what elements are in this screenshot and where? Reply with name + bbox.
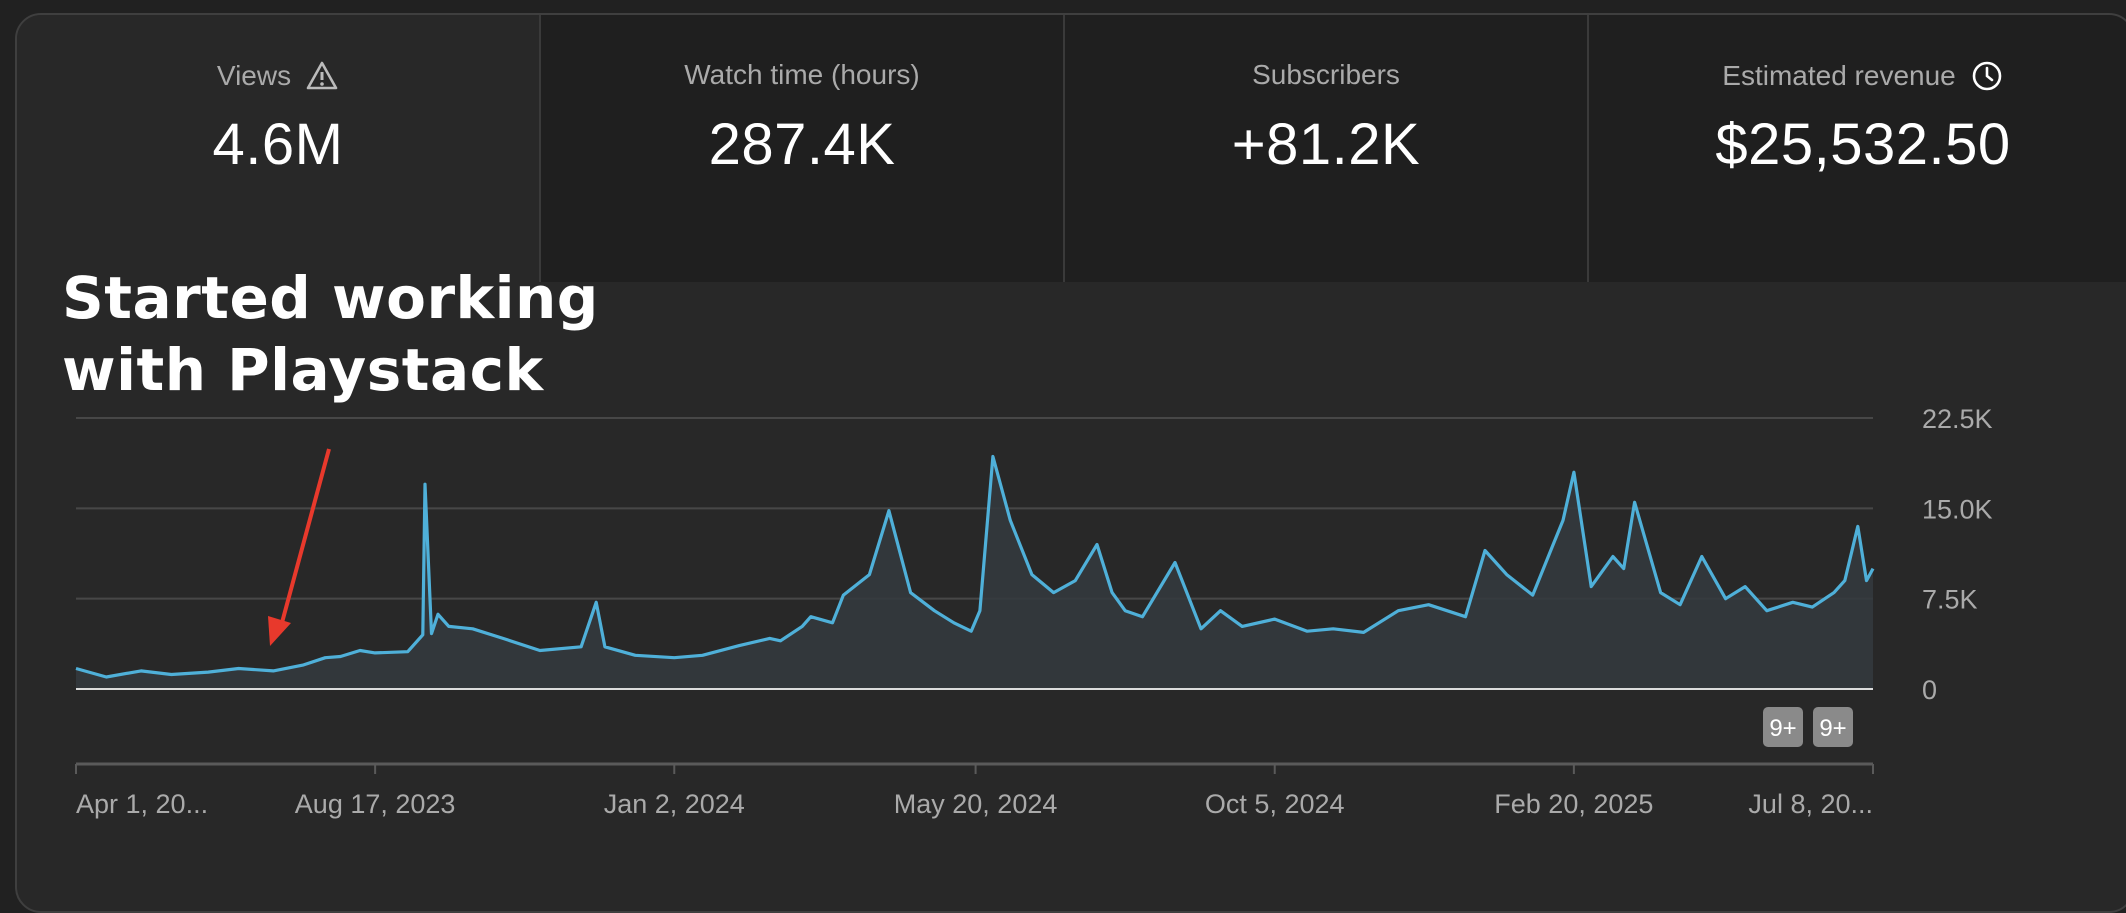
y-tick-label: 15.0K	[1922, 494, 1993, 524]
metric-tab-watch-time[interactable]: Watch time (hours) 287.4K	[539, 15, 1063, 282]
metric-label-text: Views	[216, 60, 292, 91]
x-tick-label: Aug 17, 2023	[295, 789, 456, 819]
metric-value-watch-time: 287.4K	[708, 112, 896, 177]
annotation-arrow	[268, 448, 331, 646]
metric-label-text: Watch time (hours)	[684, 59, 920, 90]
metric-value-views: 4.6M	[212, 112, 344, 177]
annotation-line-1: Started working	[62, 264, 599, 332]
metric-label-views: Views	[17, 59, 539, 93]
x-tick-label: Jan 2, 2024	[604, 789, 745, 819]
x-tick-label: Oct 5, 2024	[1205, 789, 1345, 819]
badge-bg	[1763, 707, 1803, 747]
metric-label-text: Estimated revenue	[1722, 60, 1956, 91]
metric-label-watch-time: Watch time (hours)	[541, 59, 1063, 91]
series-line	[75, 454, 1875, 679]
metric-value-subscribers: +81.2K	[1231, 112, 1421, 177]
x-tick-label: Jul 8, 20...	[1748, 789, 1873, 819]
event-badge[interactable]: 9+	[1813, 707, 1853, 747]
badge-label: 9+	[1769, 715, 1796, 742]
y-tick-label: 22.5K	[1922, 404, 1993, 434]
y-axis: 22.5K 15.0K 7.5K 0	[1922, 404, 1993, 705]
series-area	[76, 456, 1873, 689]
annotation-text: Started working with Playstack	[62, 262, 599, 406]
y-tick-label: 7.5K	[1922, 585, 1978, 615]
metrics-row: Views 4.6M Watch time (hours) 287.4K Sub…	[17, 15, 2126, 282]
arrow-shaft	[278, 448, 331, 631]
x-tick-label: Apr 1, 20...	[76, 789, 208, 819]
event-badges: 9+ 9+	[1763, 707, 1853, 747]
y-tick-label: 0	[1922, 675, 1937, 705]
event-badge[interactable]: 9+	[1763, 707, 1803, 747]
metric-label-text: Subscribers	[1252, 59, 1400, 90]
metric-label-revenue: Estimated revenue	[1589, 59, 2126, 93]
metric-value-revenue: $25,532.50	[1715, 112, 2011, 177]
metric-tab-subscribers[interactable]: Subscribers +81.2K	[1063, 15, 1587, 282]
x-tick-label: Feb 20, 2025	[1494, 789, 1653, 819]
clock-icon[interactable]	[1970, 59, 2004, 93]
metric-tab-revenue[interactable]: Estimated revenue $25,532.50	[1587, 15, 2126, 282]
metric-tab-views[interactable]: Views 4.6M	[17, 15, 539, 282]
x-tick-label: May 20, 2024	[894, 789, 1058, 819]
annotation-line-2: with Playstack	[62, 336, 544, 404]
x-axis: Apr 1, 20... Aug 17, 2023 Jan 2, 2024 May 2…	[75, 764, 1874, 819]
metric-label-subscribers: Subscribers	[1065, 59, 1587, 91]
arrow-head	[268, 616, 291, 646]
badge-label: 9+	[1819, 715, 1846, 742]
badge-bg	[1813, 707, 1853, 747]
warning-icon[interactable]	[305, 59, 339, 93]
